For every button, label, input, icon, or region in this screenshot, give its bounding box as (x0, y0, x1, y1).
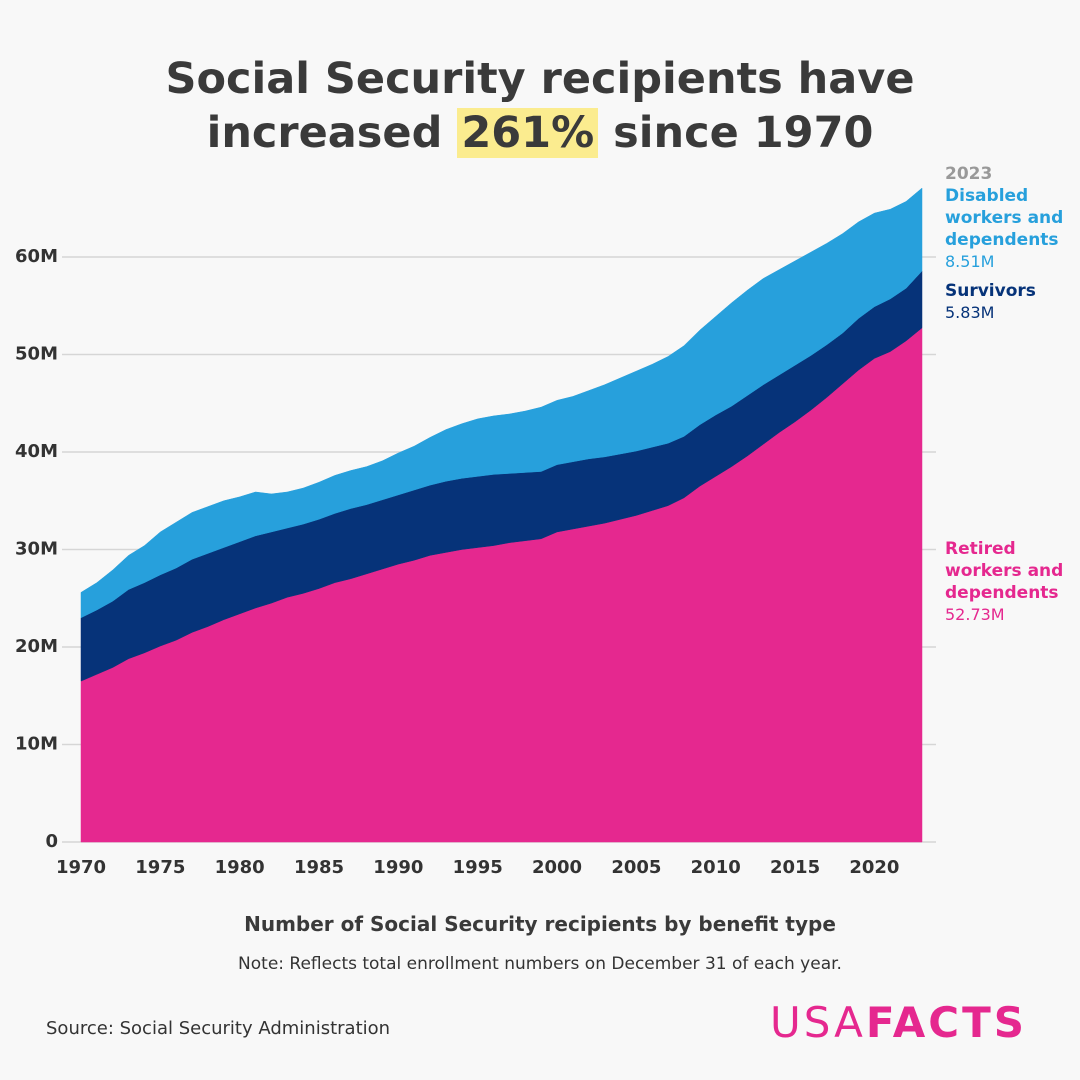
y-tick-label: 20M (15, 636, 58, 657)
logo-light: USA (770, 998, 866, 1047)
source: Source: Social Security Administration (46, 1018, 391, 1039)
title-text: since 1970 (613, 108, 874, 158)
legend-year: 2023 (945, 164, 993, 184)
y-tick-label: 40M (15, 441, 58, 462)
y-tick-label: 50M (15, 344, 58, 365)
x-tick-label: 1990 (373, 857, 423, 878)
legend-value: 8.51M (945, 252, 995, 271)
legend-value: 5.83M (945, 303, 995, 322)
area (80, 187, 923, 619)
y-tick-label: 10M (15, 734, 58, 755)
x-tick-label: 1985 (294, 857, 344, 878)
x-tick-label: 1980 (215, 857, 265, 878)
legend-value: 52.73M (945, 605, 1005, 624)
legend-label: Survivors (945, 281, 1036, 301)
x-tick-label: 2020 (849, 857, 899, 878)
x-axis-title: Number of Social Security recipients by … (244, 912, 836, 936)
x-tick-label: 1995 (453, 857, 503, 878)
legend-label: Retired workers and dependents (945, 539, 1064, 603)
x-tick-label: 2015 (770, 857, 820, 878)
logo-bold: FACTS (865, 998, 1028, 1047)
x-tick-label: 1975 (135, 857, 185, 878)
x-tick-label: 1970 (56, 857, 106, 878)
x-tick-label: 2005 (611, 857, 661, 878)
title-highlight: 261% (457, 108, 599, 158)
y-tick-label: 0 (45, 831, 58, 852)
x-tick-label: 2000 (532, 857, 582, 878)
y-tick-label: 60M (15, 246, 58, 267)
title-text: increased (206, 108, 443, 158)
x-tick-label: 2010 (691, 857, 741, 878)
y-tick-label: 30M (15, 539, 58, 560)
title-line: increased 261% since 1970 (0, 106, 1080, 160)
legend-label: Disabled workers and dependents (945, 186, 1064, 250)
logo: USAFACTS (770, 998, 1027, 1047)
note: Note: Reflects total enrollment numbers … (238, 954, 842, 974)
title-line: Social Security recipients have (165, 54, 915, 104)
